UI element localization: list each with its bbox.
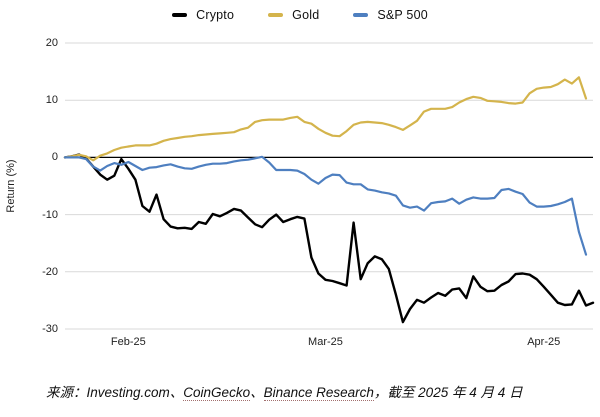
legend-label-crypto: Crypto <box>196 8 235 22</box>
series-line-crypto <box>63 153 595 324</box>
x-tick-label: Feb-25 <box>110 336 146 348</box>
y-tick-label: 0 <box>51 151 58 164</box>
source-investing: Investing.com <box>86 385 170 400</box>
y-tick-label: -10 <box>42 208 58 221</box>
series-line-gold <box>63 76 588 162</box>
source-separator: 、 <box>169 385 184 400</box>
source-separator: 、 <box>250 385 264 400</box>
source-caption: 来源：Investing.com、CoinGecko、Binance Resea… <box>46 383 592 403</box>
binance-research-link[interactable]: Binance Research <box>263 385 374 401</box>
x-tick-label: Mar-25 <box>308 336 343 348</box>
legend-label-sp500: S&P 500 <box>377 8 428 22</box>
coingecko-link[interactable]: CoinGecko <box>183 385 251 401</box>
y-tick-label: 20 <box>45 37 58 49</box>
chart-canvas <box>63 42 595 330</box>
legend-item-crypto: Crypto <box>172 8 234 22</box>
chart-legend: Crypto Gold S&P 500 <box>0 8 600 22</box>
y-tick-label: -20 <box>42 265 58 278</box>
source-suffix: ，截至 2025 年 4 月 4 日 <box>373 385 523 400</box>
crypto-line-swatch-icon <box>172 13 188 17</box>
plot-area: Return (%) 20 10 0 -10 -20 -30 Feb-25 Mar-25 Apr… <box>5 37 595 348</box>
series-line-sp500 <box>63 155 588 256</box>
legend-item-gold: Gold <box>268 8 319 22</box>
source-prefix: 来源： <box>46 385 87 400</box>
gold-line-swatch-icon <box>268 13 284 17</box>
y-tick-label: 10 <box>45 94 58 107</box>
x-tick-label: Apr-25 <box>527 336 561 348</box>
legend-item-sp500: S&P 500 <box>353 8 428 22</box>
sp500-line-swatch-icon <box>353 13 369 17</box>
y-tick-label: -30 <box>42 323 58 335</box>
legend-label-gold: Gold <box>292 8 320 22</box>
